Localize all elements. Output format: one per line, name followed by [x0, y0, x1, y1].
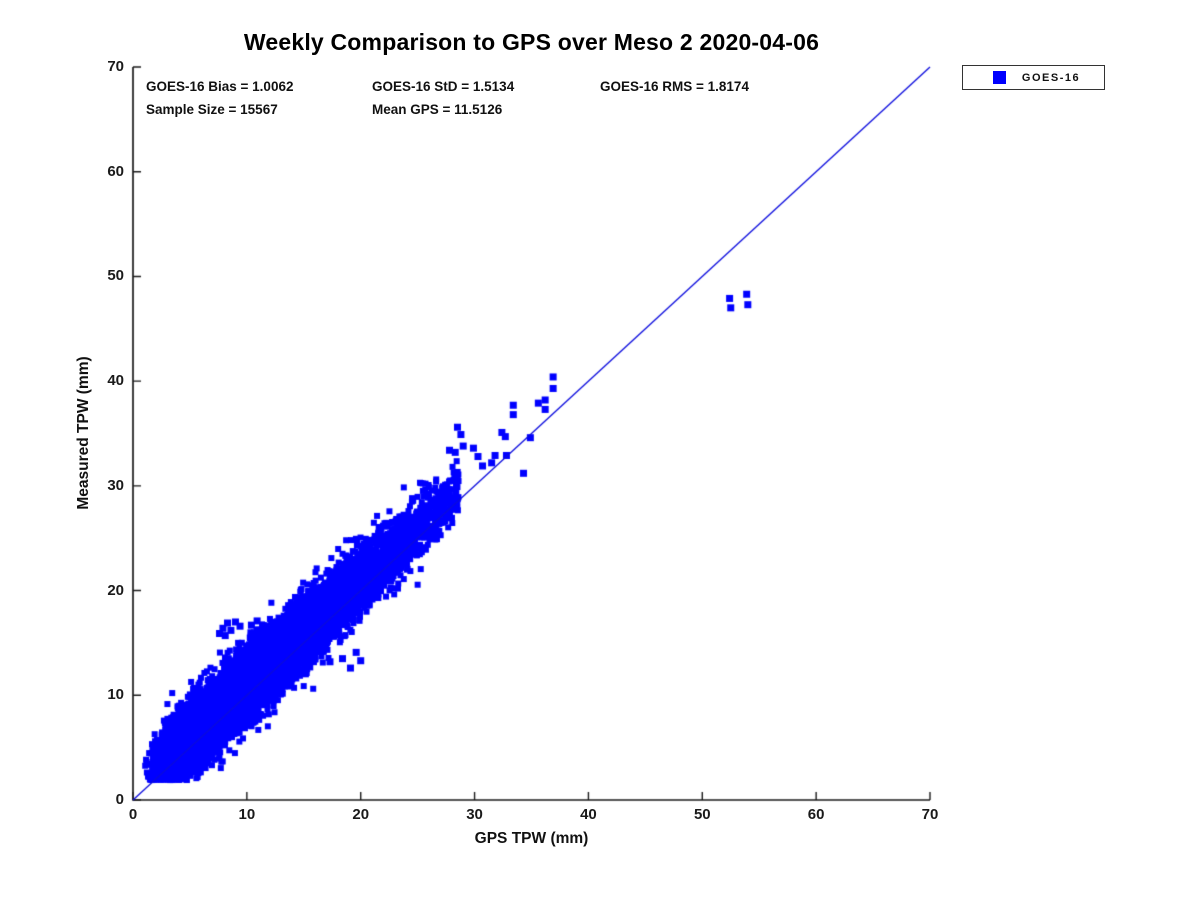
- y-tick-label: 40: [107, 372, 124, 390]
- stats-std-text: GOES-16 StD = 1.5134: [372, 79, 515, 94]
- stats-bias-text: GOES-16 Bias = 1.0062: [146, 79, 294, 94]
- stats-sample-size-text: Sample Size = 15567: [146, 102, 278, 117]
- y-tick-label: 0: [115, 791, 124, 808]
- goes-16-marker-icon: [993, 71, 1006, 84]
- legend: GOES-16: [962, 65, 1105, 90]
- x-tick-label: 40: [580, 806, 597, 823]
- stats-mean-gps-text: Mean GPS = 11.5126: [372, 102, 503, 117]
- y-tick-label: 10: [107, 686, 124, 704]
- y-tick-label: 20: [107, 581, 124, 599]
- x-tick-label: 60: [807, 806, 825, 823]
- stats-rms-text: GOES-16 RMS = 1.8174: [600, 79, 749, 94]
- y-tick-label: 30: [107, 476, 124, 494]
- y-tick-label: 60: [107, 162, 124, 180]
- chart-title: Weekly Comparison to GPS over Meso 2 202…: [243, 29, 820, 55]
- x-tick-label: 20: [352, 806, 370, 823]
- x-tick-label: 0: [128, 806, 138, 823]
- x-tick-label: 50: [693, 806, 711, 823]
- x-tick-label: 70: [921, 806, 939, 823]
- x-tick-label: 10: [238, 806, 256, 823]
- legend-label: GOES-16: [1021, 71, 1081, 84]
- x-axis-label: GPS TPW (mm): [474, 830, 589, 847]
- x-tick-label: 30: [466, 806, 483, 823]
- y-tick-label: 50: [107, 267, 124, 285]
- y-tick-label: 70: [107, 58, 124, 75]
